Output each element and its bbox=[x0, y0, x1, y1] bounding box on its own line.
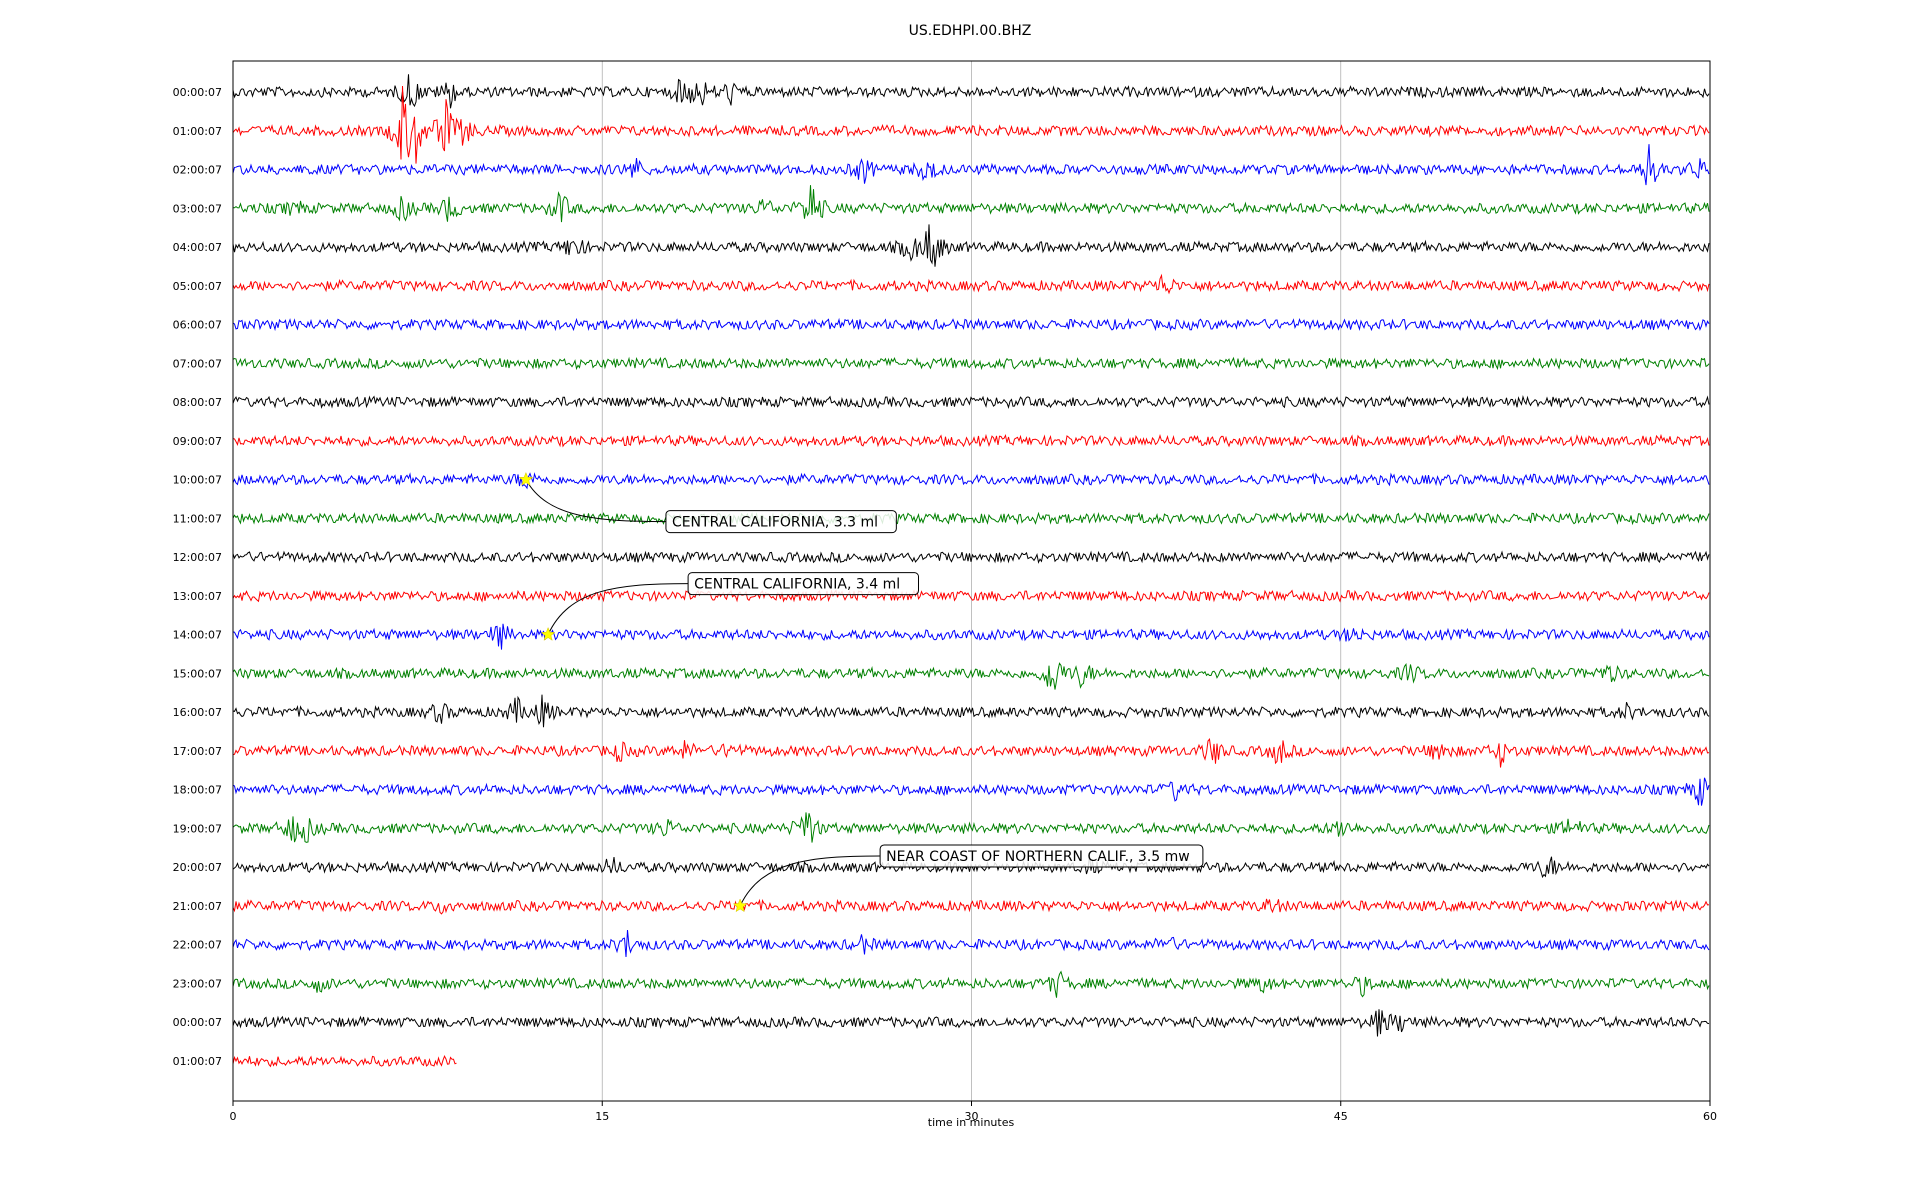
row-time-label: 09:00:07 bbox=[173, 435, 222, 448]
x-tick-label: 60 bbox=[1703, 1110, 1717, 1123]
seismic-trace bbox=[232, 694, 1710, 728]
seismic-trace bbox=[232, 662, 1710, 690]
seismic-trace bbox=[232, 85, 1710, 164]
x-tick-label: 30 bbox=[965, 1110, 979, 1123]
annotation-connector bbox=[525, 479, 666, 523]
event-star-icon bbox=[518, 471, 534, 486]
annotation-connector bbox=[547, 583, 689, 635]
row-time-label: 07:00:07 bbox=[173, 357, 222, 370]
annotation-connector bbox=[739, 855, 881, 907]
seismic-trace bbox=[232, 623, 1710, 650]
row-time-label: 20:00:07 bbox=[173, 861, 222, 874]
event-star-icon bbox=[732, 898, 748, 913]
seismic-trace bbox=[232, 433, 1710, 448]
seismic-trace bbox=[232, 74, 1710, 109]
seismic-trace bbox=[232, 1054, 457, 1068]
annotation-box bbox=[665, 510, 897, 534]
row-time-label: 11:00:07 bbox=[173, 512, 222, 525]
row-time-label: 12:00:07 bbox=[173, 551, 222, 564]
seismic-trace bbox=[232, 777, 1710, 806]
seismic-trace bbox=[232, 929, 1710, 958]
seismic-trace bbox=[232, 898, 1710, 915]
x-tick-label: 15 bbox=[595, 1110, 609, 1123]
seismic-trace bbox=[233, 185, 1710, 223]
row-time-label: 19:00:07 bbox=[173, 822, 222, 835]
x-tick-label: 45 bbox=[1334, 1110, 1348, 1123]
seismic-trace bbox=[232, 738, 1710, 768]
seismic-trace bbox=[232, 812, 1710, 843]
traces bbox=[232, 74, 1710, 1068]
seismic-trace bbox=[232, 144, 1710, 186]
seismic-trace bbox=[232, 224, 1710, 267]
seismic-trace bbox=[232, 394, 1710, 410]
seismic-trace bbox=[232, 511, 1710, 526]
seismic-trace bbox=[232, 550, 1710, 564]
row-time-label: 01:00:07 bbox=[173, 1055, 222, 1068]
event-star-icon bbox=[540, 626, 556, 641]
chart-title: US.EDHPI.00.BHZ bbox=[909, 23, 1032, 39]
seismic-trace bbox=[232, 472, 1710, 490]
event-annotation-label: CENTRAL CALIFORNIA, 3.4 ml bbox=[694, 577, 900, 593]
vertical-grid bbox=[601, 61, 1342, 1101]
event-annotations: CENTRAL CALIFORNIA, 3.3 ml CENTRAL CALIFO… bbox=[518, 471, 1204, 913]
row-time-label: 00:00:07 bbox=[173, 1016, 222, 1029]
event-annotation-label: CENTRAL CALIFORNIA, 3.3 ml bbox=[672, 515, 878, 531]
row-time-label: 15:00:07 bbox=[173, 667, 222, 680]
row-time-label: 17:00:07 bbox=[173, 745, 222, 758]
annotation-box bbox=[687, 572, 919, 596]
row-time-label: 02:00:07 bbox=[173, 164, 222, 177]
row-time-label: 10:00:07 bbox=[173, 474, 222, 487]
row-time-label: 14:00:07 bbox=[173, 629, 222, 642]
row-time-label: 23:00:07 bbox=[173, 977, 222, 990]
x-axis-ticks: 0 15 30 45 60 bbox=[230, 1101, 1717, 1123]
row-time-label: 16:00:07 bbox=[173, 706, 222, 719]
row-time-label: 08:00:07 bbox=[173, 396, 222, 409]
row-time-label: 04:00:07 bbox=[173, 241, 222, 254]
seismic-trace bbox=[232, 589, 1710, 603]
row-time-label: 00:00:07 bbox=[173, 86, 222, 99]
row-labels: 00:00:07 01:00:07 02:00:07 03:00:07 04:00:07… bbox=[173, 86, 222, 1068]
row-time-label: 21:00:07 bbox=[173, 900, 222, 913]
seismic-trace bbox=[232, 273, 1710, 295]
x-axis-title: time in minutes bbox=[928, 1116, 1015, 1129]
seismic-trace bbox=[232, 1009, 1710, 1037]
event-annotation-label: NEAR COAST OF NORTHERN CALIF., 3.5 mw bbox=[886, 849, 1190, 865]
x-tick-label: 0 bbox=[230, 1110, 237, 1123]
seismic-trace bbox=[232, 970, 1710, 998]
annotation-box bbox=[879, 844, 1204, 868]
row-time-label: 06:00:07 bbox=[173, 319, 222, 332]
row-time-label: 03:00:07 bbox=[173, 202, 222, 215]
seismic-trace bbox=[232, 356, 1710, 371]
row-time-label: 13:00:07 bbox=[173, 590, 222, 603]
seismic-trace bbox=[232, 317, 1710, 332]
row-time-label: 01:00:07 bbox=[173, 125, 222, 138]
row-time-label: 18:00:07 bbox=[173, 784, 222, 797]
row-time-label: 05:00:07 bbox=[173, 280, 222, 293]
row-time-label: 22:00:07 bbox=[173, 939, 222, 952]
plot-frame bbox=[232, 60, 1711, 1102]
